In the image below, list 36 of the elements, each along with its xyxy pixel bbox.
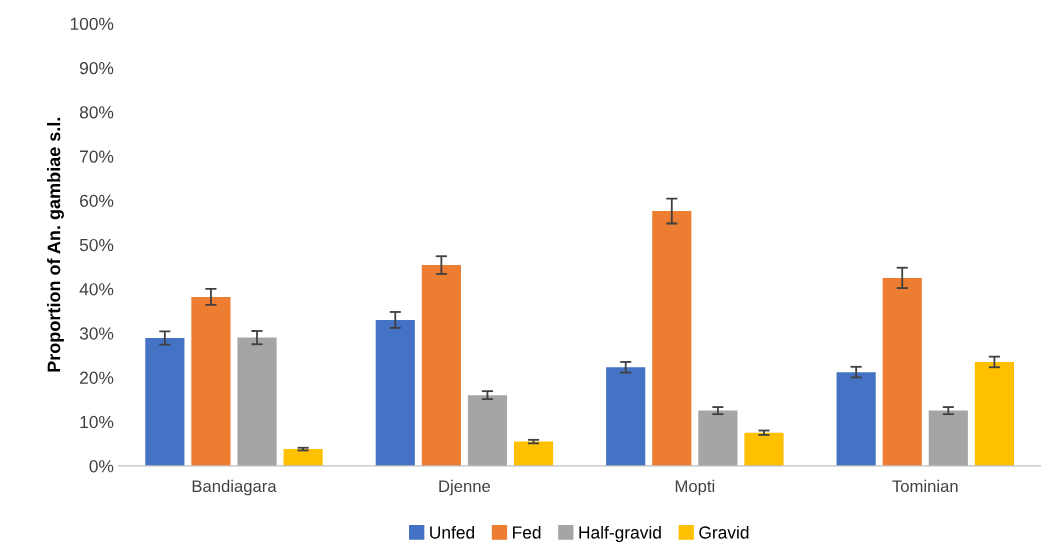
bar [421, 265, 461, 466]
bar [513, 441, 554, 466]
bar [237, 337, 277, 466]
bar [928, 410, 968, 466]
bar [606, 367, 646, 466]
y-tick-label: 40% [79, 283, 114, 296]
y-tick-label: 50% [79, 238, 114, 252]
y-tick-label: 10% [80, 415, 114, 429]
legend-label: Unfed [430, 525, 475, 539]
legend-label: Fed [513, 525, 541, 539]
y-tick-label: 70% [80, 150, 114, 163]
bar [974, 361, 1014, 466]
x-tick-label: Tominian [892, 479, 958, 493]
legend-label: Gravid [699, 525, 749, 539]
bar [744, 432, 784, 466]
bar [882, 277, 922, 466]
bar [467, 395, 508, 466]
y-tick-label: 60% [80, 194, 114, 207]
bar [375, 319, 415, 466]
x-tick-label: Djenne [439, 479, 491, 496]
bar [652, 211, 692, 466]
x-tick-label: Mopti [675, 479, 715, 496]
y-tick-label: 30% [79, 327, 114, 340]
y-tick-label: 100% [70, 17, 114, 30]
y-tick-label: 90% [79, 61, 114, 75]
bar [191, 296, 231, 466]
legend-label: Half-gravid [579, 525, 661, 543]
y-tick-label: 80% [79, 106, 114, 119]
y-tick-label: 0% [89, 460, 114, 473]
bar [698, 410, 738, 466]
bar [145, 338, 185, 466]
x-tick-label: Bandiagara [192, 479, 277, 496]
y-tick-label: 20% [80, 371, 114, 384]
bar [283, 449, 323, 466]
y-axis-title: Proportion of An. gambiae s.l. [47, 117, 64, 372]
bar [836, 372, 876, 466]
